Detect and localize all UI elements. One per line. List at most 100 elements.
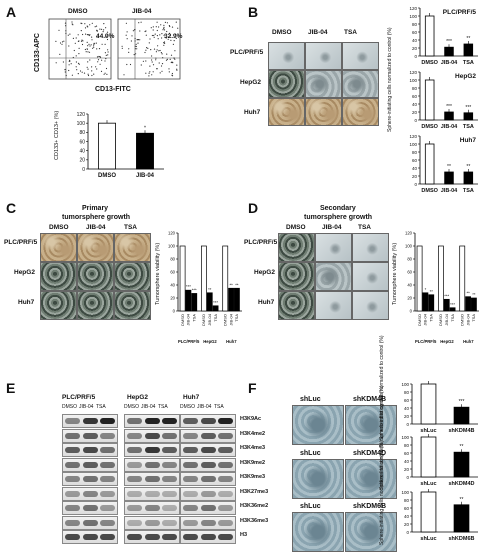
y-tick-label: 40: [170, 283, 175, 288]
significance-label: ***: [213, 300, 218, 305]
flow-event-dot: [131, 35, 133, 37]
flow-event-dot: [126, 38, 128, 40]
blot-strip: [62, 486, 118, 501]
flow-event-dot: [104, 43, 106, 45]
flow-event-dot: [152, 29, 154, 31]
bar: [424, 15, 435, 57]
y-tick-label: 60: [404, 398, 410, 403]
b-micrograph: [342, 42, 379, 70]
flow-event-dot: [88, 51, 91, 53]
flow-event-dot: [168, 68, 170, 70]
flow-event-dot: [160, 24, 162, 26]
blot-band: [162, 476, 177, 482]
flow-event-dot: [91, 39, 93, 41]
bar: [453, 406, 470, 425]
y-tick-label: 100: [405, 244, 413, 249]
flow-event-dot: [75, 37, 77, 39]
flow-event-dot: [156, 68, 158, 70]
blot-strip: [124, 501, 180, 515]
flow-event-dot: [151, 59, 153, 61]
b-row-plc: PLC/PRF/5: [230, 49, 264, 56]
flow-event-dot: [137, 42, 139, 44]
blot-band: [82, 447, 98, 453]
c-title-2: tumorsphere growth: [62, 214, 131, 221]
y-tick-label: 80: [412, 86, 418, 91]
blot-band: [127, 476, 142, 482]
x-category-label: TSA: [428, 314, 433, 322]
flow-event-dot: [171, 61, 173, 63]
blot-band: [144, 519, 160, 526]
significance-label: **: [472, 292, 476, 297]
f-sample-label: shKDM4B: [353, 396, 387, 403]
b-chart-huh7: 0 20 40 60 80 100 120 DMSO ** JIB-04 ** TSA Huh7: [409, 134, 478, 194]
blot-strip: [62, 428, 118, 443]
flow-event-dot: [83, 72, 86, 74]
x-category-label: JIB-04: [228, 313, 233, 325]
c-micrograph: [40, 233, 77, 262]
d-micrograph: [278, 291, 315, 320]
y-tick-label: 100: [401, 435, 409, 440]
blot-band: [82, 490, 98, 497]
flow-event-dot: [87, 61, 89, 63]
flow-event-dot: [148, 75, 150, 77]
flow-event-dot: [89, 24, 91, 26]
flow-event-dot: [152, 71, 154, 73]
flow-event-dot: [105, 27, 107, 29]
flow-event-dot: [68, 69, 70, 72]
blot-strip: [180, 486, 236, 501]
flow-left-label: DMSO: [68, 8, 88, 15]
flow-event-dot: [156, 49, 158, 51]
y-tick-label: 0: [410, 309, 413, 314]
f-sample-label: shLuc: [300, 503, 321, 510]
flow-event-dot: [95, 66, 97, 68]
flow-event-dot: [159, 34, 161, 36]
flow-event-dot: [121, 45, 123, 47]
flow-event-dot: [163, 27, 165, 29]
x-category-label: DMSO: [421, 188, 438, 194]
blot-band: [100, 519, 115, 526]
significance-label: *: [144, 125, 146, 131]
y-tick-label: 0: [173, 309, 176, 314]
blot-band: [218, 447, 233, 453]
bar: [420, 491, 437, 533]
blot-strip: [62, 515, 118, 530]
flow-event-dot: [67, 34, 69, 36]
blot-band: [183, 461, 198, 468]
x-category-label: shKDM4B: [449, 428, 475, 434]
d-title-1: Secondary: [320, 205, 356, 212]
blot-strip: [180, 443, 236, 457]
flow-event-dot: [99, 56, 101, 58]
e-group-huh7: Huh7: [183, 394, 200, 401]
group-label: Huh7: [226, 339, 237, 344]
flow-event-dot: [74, 42, 76, 44]
y-tick-label: 20: [79, 158, 85, 164]
flow-event-dot: [84, 23, 86, 25]
flow-event-dot: [89, 59, 91, 61]
flow-event-dot: [89, 45, 91, 47]
flow-event-dot: [153, 34, 155, 37]
flow-event-dot: [174, 58, 176, 60]
blot-band: [144, 534, 160, 540]
b-micrograph: [342, 98, 379, 126]
panel-label-f: F: [248, 380, 257, 396]
e-mark-label: H3K9me2: [240, 459, 266, 466]
e-mark-label: H3K4me2: [240, 430, 266, 437]
blot-strip: [124, 515, 180, 530]
flow-event-dot: [155, 51, 157, 53]
e-mark-label: H3K9Ac: [240, 416, 262, 422]
flow-event-dot: [84, 48, 86, 51]
y-tick-label: 120: [409, 134, 417, 139]
e-lane-label: JIB-04: [79, 404, 94, 410]
bar: [459, 245, 466, 312]
e-lane-label: TSA: [214, 404, 224, 410]
bar: [444, 111, 454, 121]
flow-event-dot: [161, 37, 163, 39]
blot-band: [183, 432, 198, 439]
flow-event-dot: [134, 37, 136, 40]
flow-event-dot: [72, 37, 74, 39]
bar: [201, 245, 207, 312]
flow-event-dot: [88, 34, 90, 36]
y-tick-label: 80: [170, 257, 175, 262]
flow-event-dot: [75, 66, 77, 68]
blot-band: [144, 490, 160, 497]
